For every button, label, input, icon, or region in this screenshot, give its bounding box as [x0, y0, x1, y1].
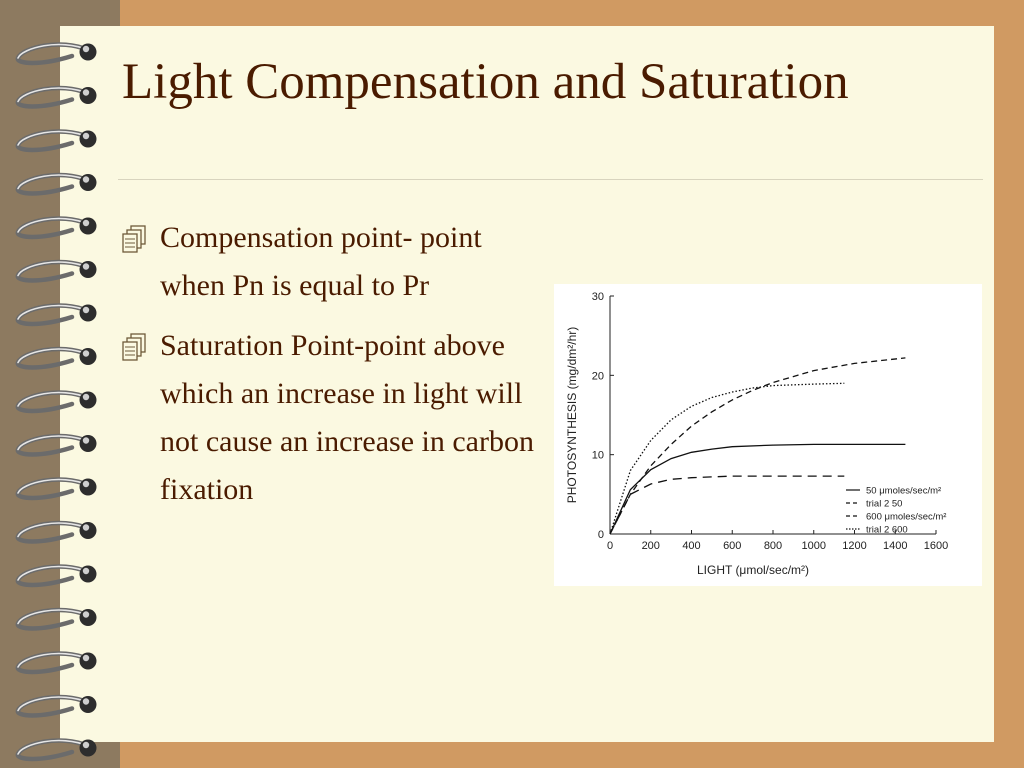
binding-ring: [15, 346, 97, 370]
y-axis-label: PHOTOSYNTHESIS (mg/dm²/hr): [565, 327, 579, 503]
x-tick-label: 0: [607, 540, 613, 552]
bullet-text: Saturation Point-point above which an in…: [160, 329, 534, 506]
binding-ring: [15, 303, 97, 327]
x-tick-label: 200: [642, 540, 660, 552]
binding-ring: [15, 390, 97, 414]
x-tick-label: 1400: [883, 540, 907, 552]
binding-ring: [15, 433, 97, 457]
y-tick-label: 20: [592, 370, 604, 382]
x-tick-label: 600: [723, 540, 741, 552]
binding-ring: [15, 129, 97, 153]
bullet-list: Compensation point- point when Pn is equ…: [122, 214, 542, 526]
y-tick-label: 0: [598, 529, 604, 541]
bullet-text: Compensation point- point when Pn is equ…: [160, 221, 482, 302]
x-tick-label: 400: [682, 540, 700, 552]
slide-title: Light Compensation and Saturation: [122, 54, 849, 110]
bullet-item: Compensation point- point when Pn is equ…: [122, 214, 542, 310]
series-line-1: [609, 443, 906, 535]
x-tick-label: 800: [764, 540, 782, 552]
x-tick-label: 1600: [924, 540, 948, 552]
binding-ring: [15, 216, 97, 240]
x-tick-label: 1000: [802, 540, 826, 552]
legend-label: 600 μmoles/sec/m²: [866, 512, 946, 523]
binding-ring: [15, 172, 97, 196]
series-line-4: [609, 382, 845, 535]
chart-svg: 0 200 400 600 800 1000 1200 1400 1600 0 10 20 30 LIGH…: [565, 291, 948, 577]
binding-ring: [15, 85, 97, 109]
binding-ring: [15, 259, 97, 283]
binding-ring: [15, 694, 97, 718]
x-tick-label: 1200: [842, 540, 866, 552]
photosynthesis-chart: 0 200 400 600 800 1000 1200 1400 1600 0 10 20 30 LIGH…: [554, 284, 982, 586]
binding-ring: [15, 607, 97, 631]
y-tick-label: 10: [592, 450, 604, 462]
notebook-icon: [122, 333, 146, 361]
bullet-item: Saturation Point-point above which an in…: [122, 322, 542, 514]
y-tick-label: 30: [592, 291, 604, 303]
x-axis-label: LIGHT (μmol/sec/m²): [697, 563, 809, 577]
binding-ring: [15, 477, 97, 501]
legend-label: trial 2 600: [866, 525, 908, 536]
spiral-binding: [15, 42, 97, 762]
series-line-3: [609, 357, 906, 535]
binding-ring: [15, 738, 97, 762]
legend-label: trial 2 50: [866, 499, 902, 510]
binding-ring: [15, 520, 97, 544]
title-divider: [118, 179, 983, 180]
binding-ring: [15, 42, 97, 66]
notebook-icon: [122, 225, 146, 253]
legend-label: 50 μmoles/sec/m²: [866, 486, 941, 497]
binding-ring: [15, 651, 97, 675]
binding-ring: [15, 564, 97, 588]
series-line-2: [609, 475, 845, 535]
